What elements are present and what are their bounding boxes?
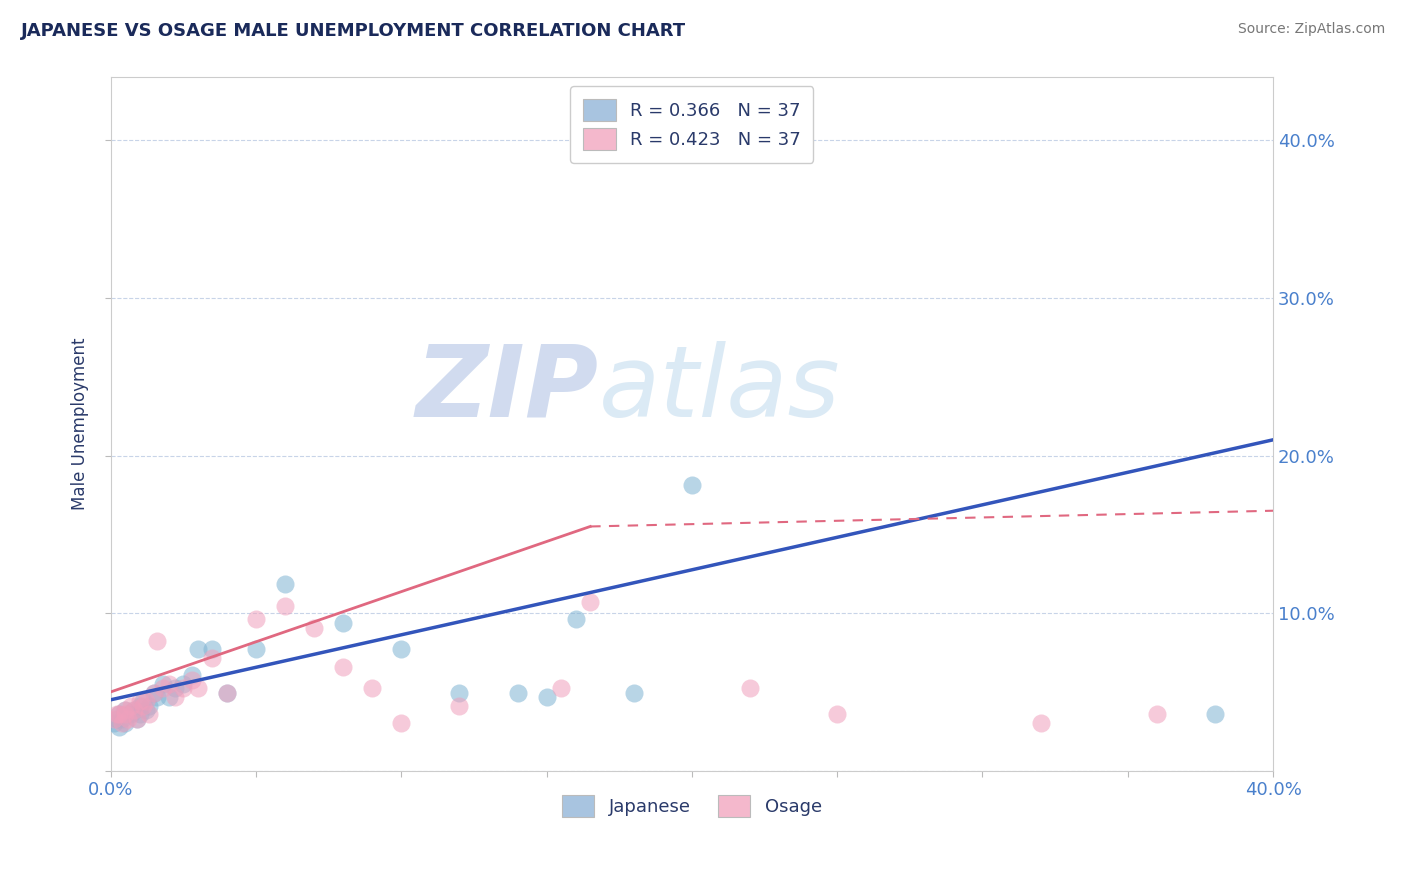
Text: Source: ZipAtlas.com: Source: ZipAtlas.com [1237,22,1385,37]
Text: ZIP: ZIP [416,341,599,438]
Text: JAPANESE VS OSAGE MALE UNEMPLOYMENT CORRELATION CHART: JAPANESE VS OSAGE MALE UNEMPLOYMENT CORR… [21,22,686,40]
Legend: Japanese, Osage: Japanese, Osage [554,788,830,824]
Text: atlas: atlas [599,341,841,438]
Y-axis label: Male Unemployment: Male Unemployment [72,338,89,510]
